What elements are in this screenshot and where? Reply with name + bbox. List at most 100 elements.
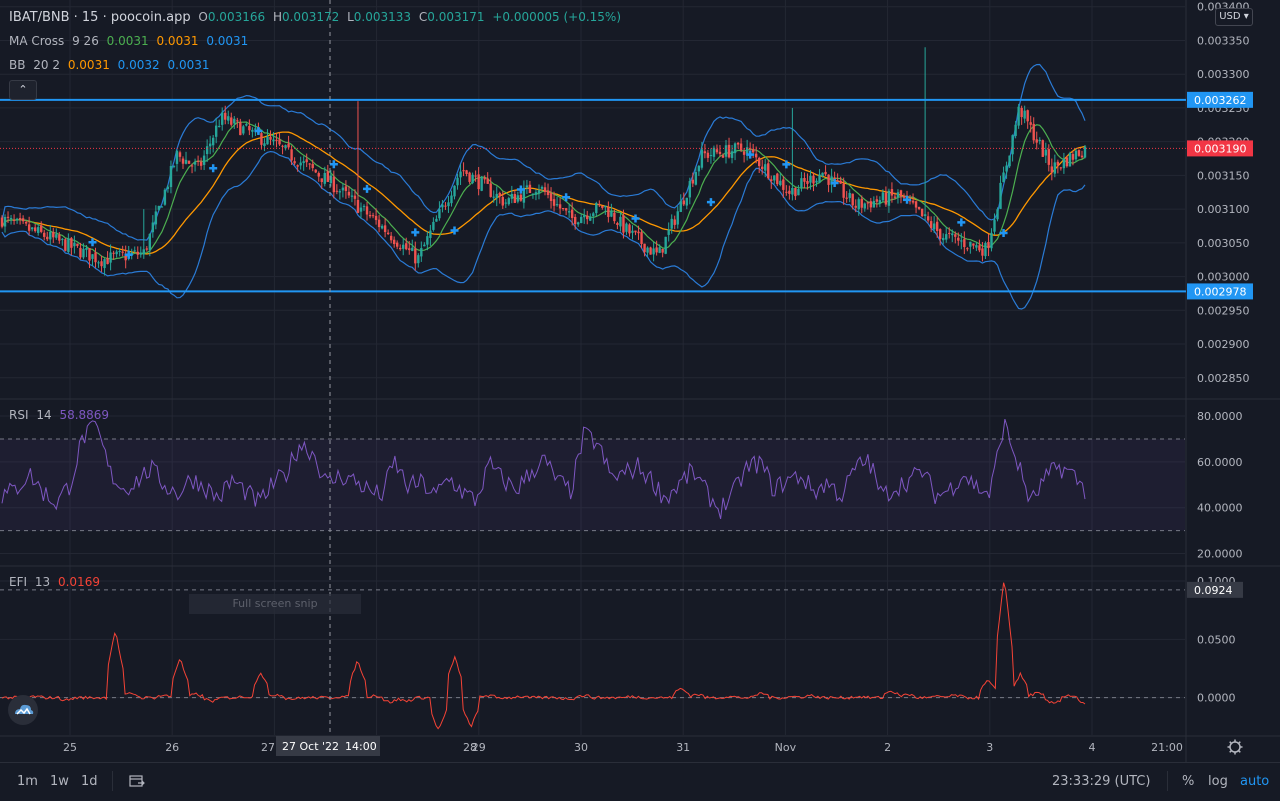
auto-toggle[interactable]: auto [1240,774,1270,789]
candle-body [869,201,873,208]
candle-body [61,238,64,240]
candle-body [368,215,372,217]
candle-body [362,205,366,207]
candle-body [483,177,486,180]
candle-body [88,248,91,261]
candle-body [417,255,420,264]
collapse-legend-button[interactable]: ⌃ [9,80,37,100]
candle-body [751,149,755,153]
candle-body [573,216,577,225]
candle-body [643,243,646,253]
bb-params: 20 2 [33,58,61,72]
rsi-pane[interactable] [0,418,1185,532]
candle-body [184,159,188,164]
candle-body [272,139,275,142]
cloud-logo-icon[interactable] [8,695,38,725]
ma-cross-legend[interactable]: MA Cross 9 26 0.0031 0.0031 0.0031 [9,34,252,48]
ma-cross-marker [516,185,525,194]
candle-body [278,139,281,145]
candle-body [30,227,34,230]
percent-toggle[interactable]: % [1182,774,1195,789]
timeframe-1m[interactable]: 1m [17,774,38,789]
candle-body [441,204,444,208]
candle-body [857,199,860,210]
gear-icon[interactable] [1227,739,1243,755]
price-axis[interactable]: 0.0034000.0033500.0033000.0032500.003200… [1187,1,1253,755]
candle-body [326,171,330,182]
candle-body [495,193,498,199]
bb-value-1: 0.0031 [67,58,110,72]
candle-body [389,235,393,241]
ma-cross-marker [903,195,912,204]
bb-legend[interactable]: BB 20 2 0.0031 0.0032 0.0031 [9,58,214,72]
candle-body [350,195,354,197]
price-tick-label: 0.002850 [1197,372,1250,385]
candle-body [139,252,142,255]
candle-body [374,215,378,221]
candle-body [365,206,369,215]
price-tick-label: 0.002950 [1197,304,1250,317]
toolbar-divider [112,771,113,791]
price-tick-label: 0.003300 [1197,68,1250,81]
candle-body [1056,161,1060,166]
candle-body [1068,153,1072,167]
candle-body [380,225,384,229]
rsi-tick-label: 20.0000 [1197,548,1243,561]
candle-body [721,155,725,158]
candle-body [314,169,317,173]
candle-body [6,216,10,218]
candle-body [649,247,652,255]
efi-legend[interactable]: EFI 13 0.0169 [9,575,104,589]
price-tick-label: 0.003100 [1197,203,1250,216]
candle-body [552,199,556,206]
calendar-range-icon[interactable] [128,773,146,789]
candle-body [845,197,848,199]
ma-cross-marker [411,228,420,237]
candle-body [447,202,450,207]
candle-body [64,239,67,251]
candle-body [899,190,903,197]
price-pane[interactable] [0,47,1186,310]
candle-body [504,202,507,204]
candle-body [896,192,900,198]
candle-body [1026,110,1029,122]
candle-body [546,190,550,196]
candle-body [938,229,942,239]
symbol-title[interactable]: IBAT/BNB · 15 · poocoin.app [9,10,191,25]
currency-select[interactable]: USD ▾ [1215,8,1253,26]
candle-body [58,234,61,241]
change-value: +0.000005 (+0.15%) [492,10,622,24]
candle-body [893,196,897,198]
gear-icon-ring [1229,741,1241,753]
candle-body [383,225,387,233]
candle-body [320,178,323,182]
candle-body [969,241,972,247]
candle-body [703,151,707,154]
candle-body [224,112,227,120]
candle-body [872,200,876,208]
utc-clock[interactable]: 23:33:29 (UTC) [1052,774,1151,789]
candle-body [453,185,456,197]
efi-pane[interactable] [0,582,1185,730]
low-value: 0.003133 [353,10,412,24]
candle-body [142,249,145,255]
rsi-legend[interactable]: RSI 14 58.8869 [9,408,113,422]
log-toggle[interactable]: log [1208,774,1228,789]
candle-body [211,137,215,146]
candle-body [299,162,302,166]
candle-body [598,203,601,205]
candle-body [239,122,242,136]
candle-body [963,239,966,248]
candle-body [187,160,191,164]
time-axis[interactable]: 25 26 29 30 31 Nov 2 3 4 21:00 28 27 [63,741,1183,754]
timeframe-1d[interactable]: 1d [81,774,98,789]
candle-body [465,170,468,175]
candle-body [567,211,571,213]
candle-body [76,243,79,246]
chevron-up-icon: ⌃ [18,83,28,96]
candle-body [49,232,52,240]
timeframe-1w[interactable]: 1w [50,774,69,789]
candle-body [592,213,595,217]
candle-body [411,247,414,251]
